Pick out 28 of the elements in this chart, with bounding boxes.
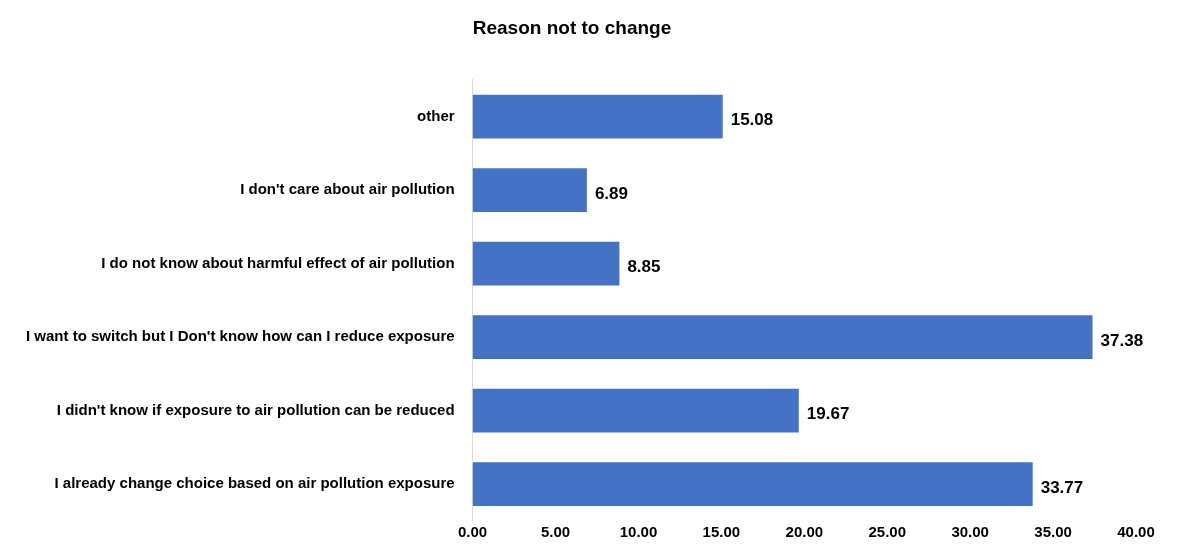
bar: [472, 315, 1093, 360]
x-tick-label: 5.00: [540, 523, 571, 541]
x-tick-label: 40.00: [1117, 523, 1155, 541]
data-label: 33.77: [1040, 477, 1084, 497]
x-tick-label: 10.00: [619, 523, 658, 541]
y-tick-label: I don't care about air pollution: [240, 180, 455, 198]
x-tick-label: 15.00: [702, 523, 741, 541]
x-tick-label: 0.00: [458, 523, 488, 541]
bar: [472, 462, 1033, 507]
y-tick-label: other: [417, 106, 455, 124]
x-tick-label: 35.00: [1034, 523, 1072, 541]
x-tick-label: 30.00: [951, 523, 989, 541]
data-label: 8.85: [627, 257, 661, 277]
data-label: 37.38: [1100, 330, 1144, 350]
data-label: 15.08: [730, 110, 774, 130]
bar: [472, 168, 587, 212]
y-tick-label: I do not know about harmful effect of air pollution: [101, 253, 455, 271]
y-tick-label: I want to switch but I Don't know how can I reduce exposure: [25, 327, 455, 345]
bar: [472, 388, 799, 433]
x-tick-label: 20.00: [785, 523, 824, 541]
bar: [472, 94, 723, 139]
y-tick-label: I didn't know if exposure to air pollution can be reduced: [56, 400, 455, 418]
y-tick-label: I already change choice based on air pollution exposure: [54, 474, 455, 492]
data-label: 19.67: [806, 404, 850, 424]
chart-title: Reason not to change: [472, 16, 672, 38]
bar: [472, 241, 620, 286]
data-label: 6.89: [594, 183, 628, 203]
x-tick-label: 25.00: [868, 523, 906, 541]
